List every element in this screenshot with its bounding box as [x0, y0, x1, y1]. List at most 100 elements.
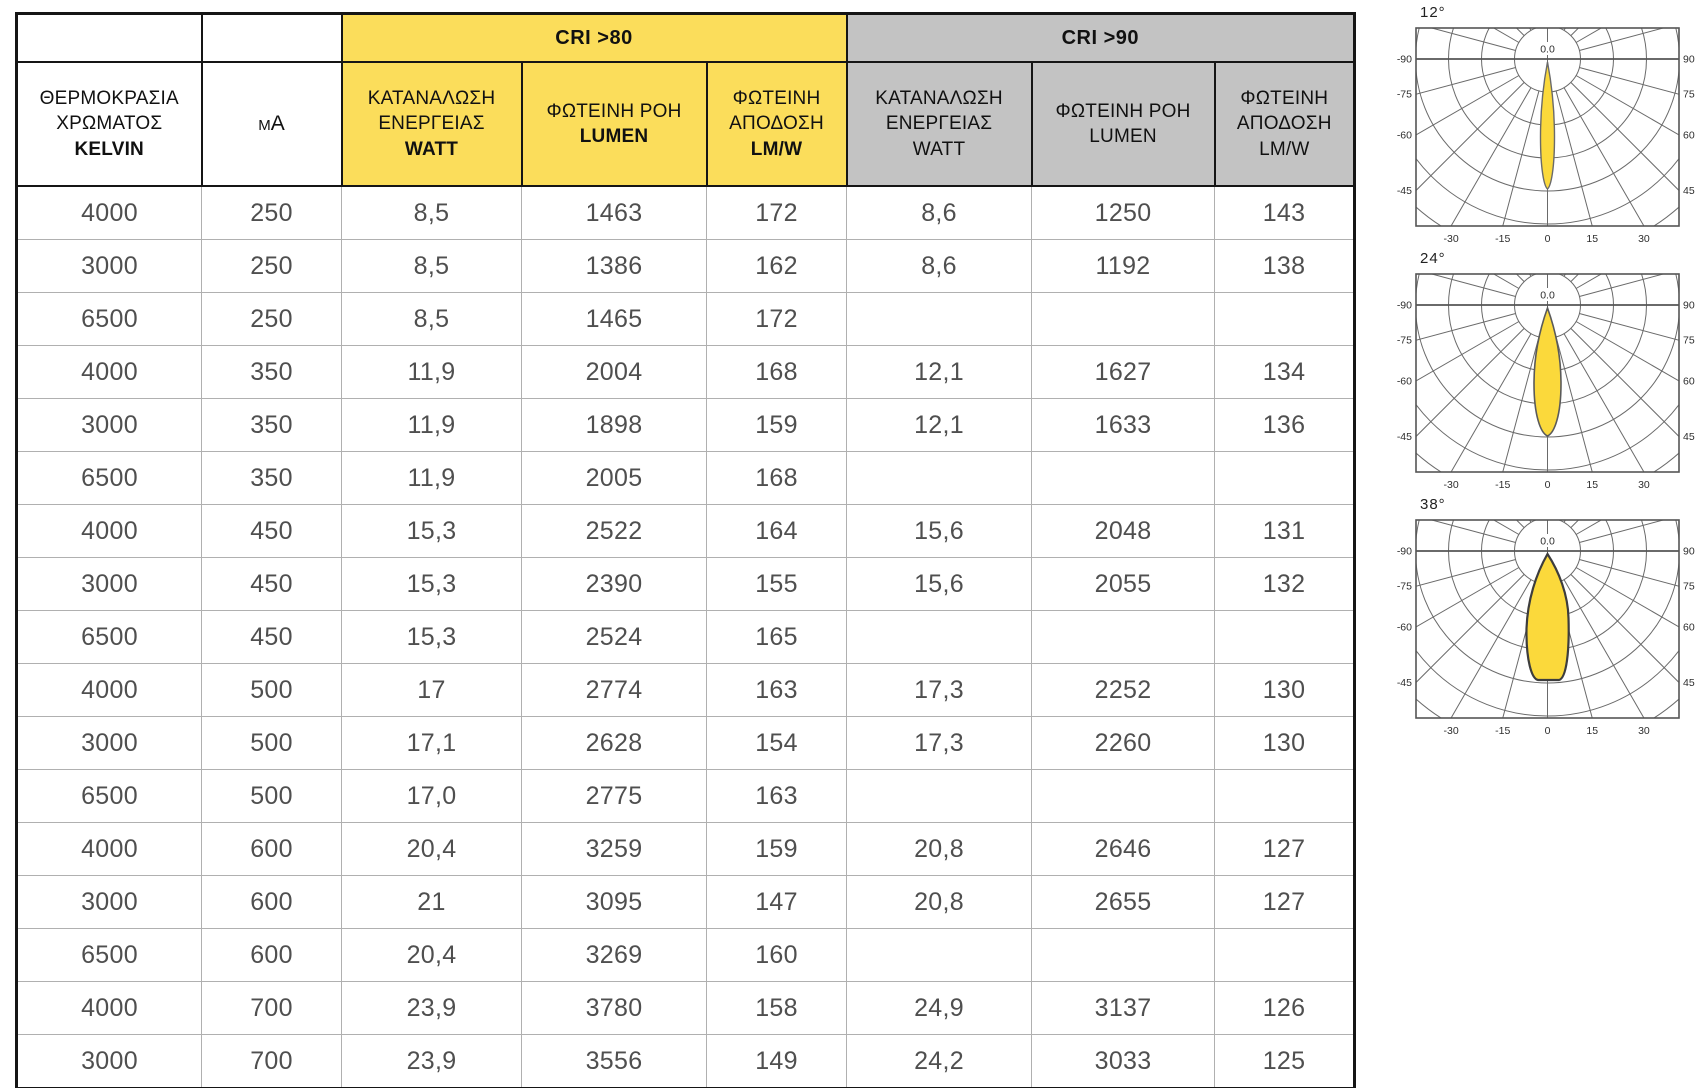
beam-angle-label: 12° — [1420, 4, 1446, 21]
cell-cri90-watt: 15,6 — [846, 557, 1033, 611]
header-line: WATT — [404, 138, 459, 160]
angle-tick-left: -60 — [1397, 621, 1412, 633]
cell-ma: 250 — [201, 239, 342, 293]
header-line: ΚΑΤΑΝΑΛΩΣΗ — [875, 87, 1003, 109]
cell-cri80-lumen: 1898 — [521, 398, 707, 452]
cell-kelvin: 3000 — [16, 716, 202, 770]
polar-chart-svg: 0.0 -90 -75 -60 -45 90 75 60 45 -30 -15 0 15 30 — [1397, 273, 1695, 491]
cell-kelvin: 4000 — [16, 981, 202, 1035]
cell-cri90-lmw: 127 — [1214, 875, 1356, 929]
cell-cri90-lumen: 1633 — [1031, 398, 1216, 452]
cell-ma: 600 — [201, 875, 342, 929]
angle-tick-left: -45 — [1397, 185, 1412, 197]
angle-tick-bottom: 15 — [1586, 479, 1598, 491]
angle-tick-left: -75 — [1397, 335, 1412, 347]
header-line: ΦΩΤΕΙΝΗ ΡΟΗ — [546, 100, 682, 122]
cell-cri80-lmw: 158 — [705, 981, 848, 1035]
table-row: 4000 500 17 2774 163 17,3 2252 130 — [16, 663, 1356, 717]
cell-cri90-watt: 15,6 — [846, 504, 1033, 558]
cell-ma: 350 — [201, 345, 342, 399]
cell-cri80-lumen: 3780 — [521, 981, 707, 1035]
polar-diagram-12deg: 12° 0.0 -90 -75 -60 -45 90 75 60 45 -30 -15 0 15 30 — [1396, 4, 1698, 255]
cell-cri80-lumen: 2522 — [521, 504, 707, 558]
table-row: 6500 450 15,3 2524 165 — [16, 610, 1356, 664]
peak-value-label: 0.0 — [1540, 536, 1555, 548]
cell-kelvin: 6500 — [16, 292, 202, 346]
angle-tick-right: 60 — [1683, 129, 1695, 141]
cell-cri80-lmw: 163 — [705, 769, 848, 823]
angle-tick-bottom: 15 — [1586, 725, 1598, 737]
angle-tick-right: 75 — [1683, 335, 1695, 347]
cell-ma: 600 — [201, 822, 342, 876]
cell-kelvin: 3000 — [16, 398, 202, 452]
cell-cri90-lmw: 131 — [1214, 504, 1356, 558]
table-body: 4000 250 8,5 1463 172 8,6 1250 143 3000 250 8,5 138… — [16, 185, 1356, 1088]
angle-tick-left: -90 — [1397, 300, 1412, 312]
angle-tick-left: -75 — [1397, 89, 1412, 101]
cell-kelvin: 3000 — [16, 1034, 202, 1088]
cell-kelvin: 4000 — [16, 345, 202, 399]
cell-cri80-lumen: 2774 — [521, 663, 707, 717]
cell-cri80-lumen: 3269 — [521, 928, 707, 982]
header-line: ΕΝΕΡΓΕΙΑΣ — [378, 113, 485, 135]
cell-kelvin: 3000 — [16, 875, 202, 929]
cell-cri90-lmw: 127 — [1214, 822, 1356, 876]
cell-ma: 500 — [201, 663, 342, 717]
table-row: 4000 250 8,5 1463 172 8,6 1250 143 — [16, 185, 1356, 240]
cell-cri90-lmw — [1214, 928, 1356, 982]
angle-tick-bottom: -15 — [1495, 479, 1510, 491]
cell-cri80-watt: 11,9 — [341, 345, 522, 399]
angle-tick-bottom: 0 — [1545, 233, 1551, 245]
col-header-cri90-lumen: ΦΩΤΕΙΝΗ ΡΟΗ LUMEN — [1030, 61, 1216, 187]
cell-cri90-watt: 8,6 — [846, 185, 1033, 240]
polar-chart-svg: 0.0 -90 -75 -60 -45 90 75 60 45 -30 -15 0 15 30 — [1397, 27, 1695, 245]
cell-kelvin: 6500 — [16, 928, 202, 982]
cell-cri90-lmw: 132 — [1214, 557, 1356, 611]
cell-cri90-lumen: 2655 — [1031, 875, 1216, 929]
cell-cri80-lumen: 1463 — [521, 185, 707, 240]
polar-grid: 0.0 -90 -75 -60 -45 90 75 60 45 -30 -15 0 15 30 — [1396, 272, 1698, 501]
cell-ma: 450 — [201, 557, 342, 611]
cell-cri90-watt: 12,1 — [846, 398, 1033, 452]
cell-cri90-watt: 12,1 — [846, 345, 1033, 399]
cell-cri90-watt: 24,2 — [846, 1034, 1033, 1088]
cell-cri90-lmw: 126 — [1214, 981, 1356, 1035]
cell-ma: 250 — [201, 292, 342, 346]
cell-cri80-lumen: 1465 — [521, 292, 707, 346]
cell-ma: 350 — [201, 451, 342, 505]
table-row: 6500 350 11,9 2005 168 — [16, 451, 1356, 505]
header-line: WATT — [912, 138, 966, 160]
header-line: ΦΩΤΕΙΝΗ ΡΟΗ — [1055, 100, 1191, 122]
header-line: ΑΠΟΔΟΣΗ — [1236, 113, 1332, 135]
header-line: LUMEN — [1089, 126, 1157, 147]
cell-cri90-lumen: 2252 — [1031, 663, 1216, 717]
cell-cri80-lmw: 147 — [705, 875, 848, 929]
cell-cri90-watt — [846, 292, 1033, 346]
cell-cri90-lumen: 2055 — [1031, 557, 1216, 611]
cell-cri80-watt: 23,9 — [341, 981, 522, 1035]
cell-cri90-lmw: 130 — [1214, 716, 1356, 770]
cell-cri80-lmw: 164 — [705, 504, 848, 558]
cell-kelvin: 3000 — [16, 557, 202, 611]
cell-cri90-lumen: 2646 — [1031, 822, 1216, 876]
angle-tick-left: -60 — [1397, 375, 1412, 387]
angle-tick-bottom: 15 — [1586, 233, 1598, 245]
header-line: ΧΡΩΜΑΤΟΣ — [56, 113, 163, 135]
table-row: 4000 600 20,4 3259 159 20,8 2646 127 — [16, 822, 1356, 876]
table-row: 4000 450 15,3 2522 164 15,6 2048 131 — [16, 504, 1356, 558]
cell-cri90-lmw — [1214, 451, 1356, 505]
angle-tick-left: -75 — [1397, 581, 1412, 593]
cell-cri80-lmw: 159 — [705, 822, 848, 876]
cell-kelvin: 4000 — [16, 504, 202, 558]
cell-cri80-watt: 17,1 — [341, 716, 522, 770]
cell-cri80-watt: 23,9 — [341, 1034, 522, 1088]
peak-value-label: 0.0 — [1540, 44, 1555, 56]
cell-cri90-watt: 17,3 — [846, 716, 1033, 770]
angle-tick-bottom: 0 — [1545, 725, 1551, 737]
cell-ma: 500 — [201, 769, 342, 823]
cell-cri90-watt: 17,3 — [846, 663, 1033, 717]
cell-cri80-watt: 20,4 — [341, 928, 522, 982]
cell-cri90-lumen — [1031, 928, 1216, 982]
cell-cri80-lmw: 155 — [705, 557, 848, 611]
cell-kelvin: 6500 — [16, 610, 202, 664]
